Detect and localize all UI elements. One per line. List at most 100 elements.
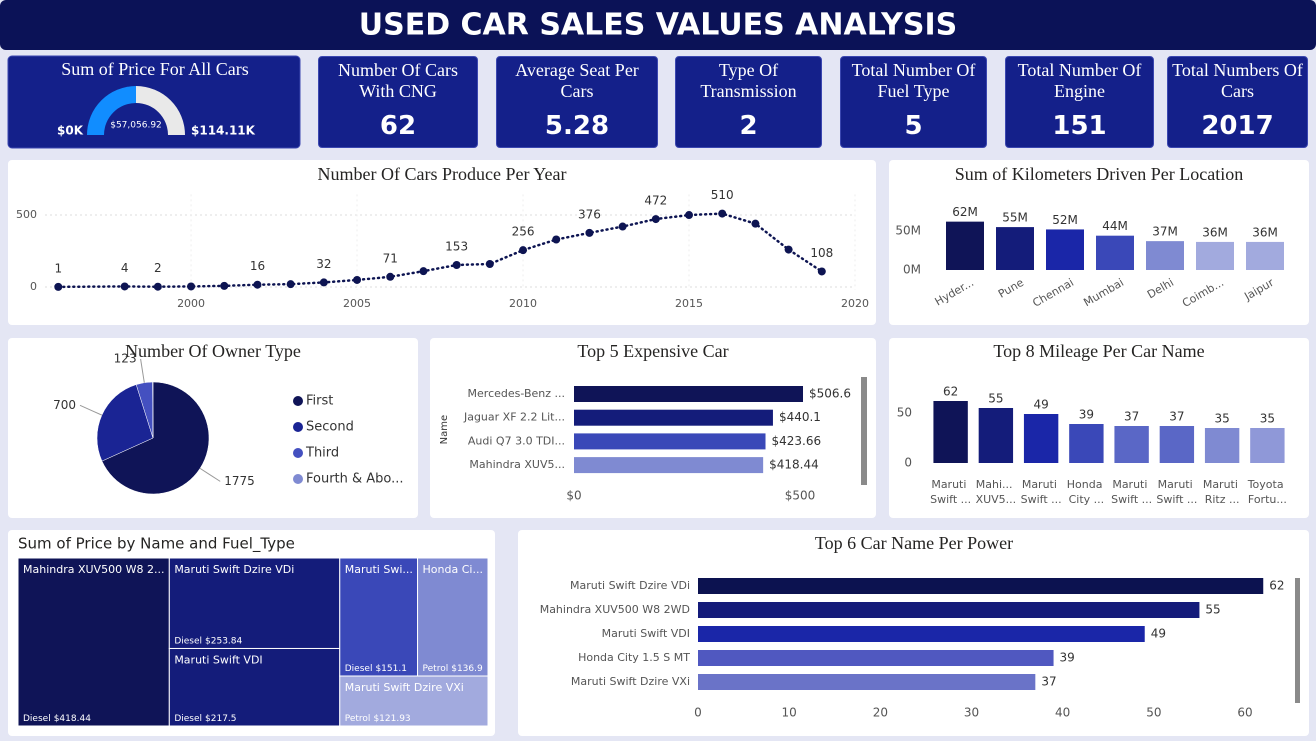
bar: [978, 408, 1014, 463]
x-tick-label: Maruti Ritz ...: [1203, 478, 1242, 506]
tile-name: Maruti Swift Dzire VXi: [345, 681, 464, 694]
bar: [1096, 235, 1134, 270]
tile-value: Petrol $136.9: [423, 664, 483, 674]
treemap-tile: [17, 557, 170, 727]
kpi-value: 151: [1052, 111, 1107, 141]
kpi-title: Average Seat Per Cars: [515, 60, 639, 101]
x-tick-label: 2015: [675, 297, 703, 310]
bar: [1146, 241, 1184, 270]
treemap-tile: [168, 557, 341, 649]
title-bar: [0, 0, 1316, 50]
chart-title: Top 6 Car Name Per Power: [815, 533, 1013, 553]
panel: [430, 338, 876, 518]
data-label: 35: [1260, 412, 1275, 426]
bar: [574, 386, 804, 402]
point: [685, 211, 694, 220]
bar: [574, 457, 764, 474]
kpi-value: 62: [379, 111, 417, 141]
y-tick-label: Mahindra XUV5...: [469, 458, 565, 471]
legend-label: First: [306, 394, 333, 409]
x-tick-label: Toyota Fortu...: [1247, 478, 1287, 506]
data-label: 472: [644, 194, 667, 208]
legend-swatch: [293, 474, 303, 484]
data-label: $418.44: [769, 458, 819, 472]
data-label: 108: [810, 246, 833, 260]
kpi-title: Total Numbers Of Cars: [1172, 60, 1303, 101]
x-tick-label: 0: [694, 706, 702, 720]
tile-value-label: $121.93: [373, 714, 410, 724]
chart-title: Top 5 Expensive Car: [577, 341, 728, 361]
x-tick-label: $500: [785, 489, 816, 503]
tile-value-label: $217.5: [205, 714, 237, 724]
y-tick-label: Maruti Swift Dzire VXi: [571, 675, 690, 688]
data-label: 123: [114, 351, 137, 365]
data-label: 510: [711, 188, 734, 202]
bar: [946, 221, 984, 270]
tile-name: Maruti Swi...: [345, 563, 413, 576]
point: [452, 260, 461, 269]
point: [718, 209, 727, 218]
kpi-title: Total Number Of Fuel Type: [851, 60, 976, 101]
legend-label: Second: [306, 420, 354, 435]
bar: [1046, 229, 1084, 270]
gauge-value: [87, 85, 137, 135]
data-label: 44M: [1102, 219, 1128, 233]
data-label: 49: [1033, 398, 1048, 412]
bar: [1069, 424, 1104, 463]
data-label: 700: [53, 398, 76, 412]
tile-value-label: $136.9: [451, 664, 483, 674]
point: [253, 280, 262, 289]
y-tick-label: 50: [897, 406, 912, 420]
gauge-value-label: $57,056.92: [110, 121, 162, 131]
data-label: 153: [445, 239, 468, 253]
pie-slice: [101, 381, 210, 495]
kpi-card: Total Number Of Engine 151: [1005, 56, 1154, 148]
y-tick-label: Audi Q7 3.0 TDI...: [468, 434, 565, 447]
data-label: 52M: [1052, 213, 1078, 227]
point: [419, 267, 428, 276]
tile-value: Diesel $253.84: [174, 636, 242, 646]
data-label: 55: [988, 392, 1003, 406]
scrollbar[interactable]: [1295, 578, 1300, 703]
leader-line: [199, 467, 221, 482]
data-label: 256: [512, 225, 535, 239]
x-tick-label: Maruti Swift ...: [1111, 478, 1152, 506]
x-tick-label: 10: [782, 706, 797, 720]
bar: [574, 433, 766, 450]
data-label: 62: [1269, 579, 1284, 593]
y-tick-label: 0: [904, 456, 912, 470]
y-tick-label: 50M: [895, 224, 921, 238]
data-label: 32: [316, 257, 331, 271]
kpi-value: 2017: [1201, 111, 1274, 141]
treemap-tile: [339, 675, 489, 727]
point: [552, 235, 561, 244]
point: [54, 282, 63, 291]
y-tick-label: Jaguar XF 2.2 Lit...: [463, 411, 565, 424]
data-label: 376: [578, 207, 601, 221]
point: [187, 282, 196, 291]
bar: [933, 401, 968, 463]
leader-line: [79, 404, 103, 416]
data-label: 37: [1124, 410, 1139, 424]
tile-fuel: Diesel: [23, 714, 51, 724]
tile-name: Mahindra XUV500 W8 2...: [23, 563, 164, 576]
y-tick-label: Maruti Swift VDI: [602, 627, 690, 640]
data-label: 62: [943, 385, 958, 399]
point: [651, 215, 660, 224]
chart-title: Top 8 Mileage Per Car Name: [993, 341, 1204, 361]
scrollbar[interactable]: [861, 377, 867, 485]
data-label: 37M: [1152, 225, 1178, 239]
data-label: 2: [154, 261, 162, 275]
kpi-card: Average Seat Per Cars 5.28: [496, 56, 658, 148]
x-tick-label: 50: [1146, 706, 1161, 720]
data-label: $423.66: [772, 434, 822, 448]
y-tick-label: 500: [16, 208, 37, 221]
chart-title: Sum of Kilometers Driven Per Location: [955, 164, 1243, 184]
gauge-min-label: $0K: [57, 124, 84, 138]
tile-name: Maruti Swift Dzire VDi: [174, 563, 294, 576]
bar: [1196, 241, 1234, 270]
y-tick-label: Maruti Swift Dzire VDi: [570, 579, 690, 592]
tile-value-label: $418.44: [54, 714, 91, 724]
tile-name: Honda Ci...: [423, 563, 483, 576]
